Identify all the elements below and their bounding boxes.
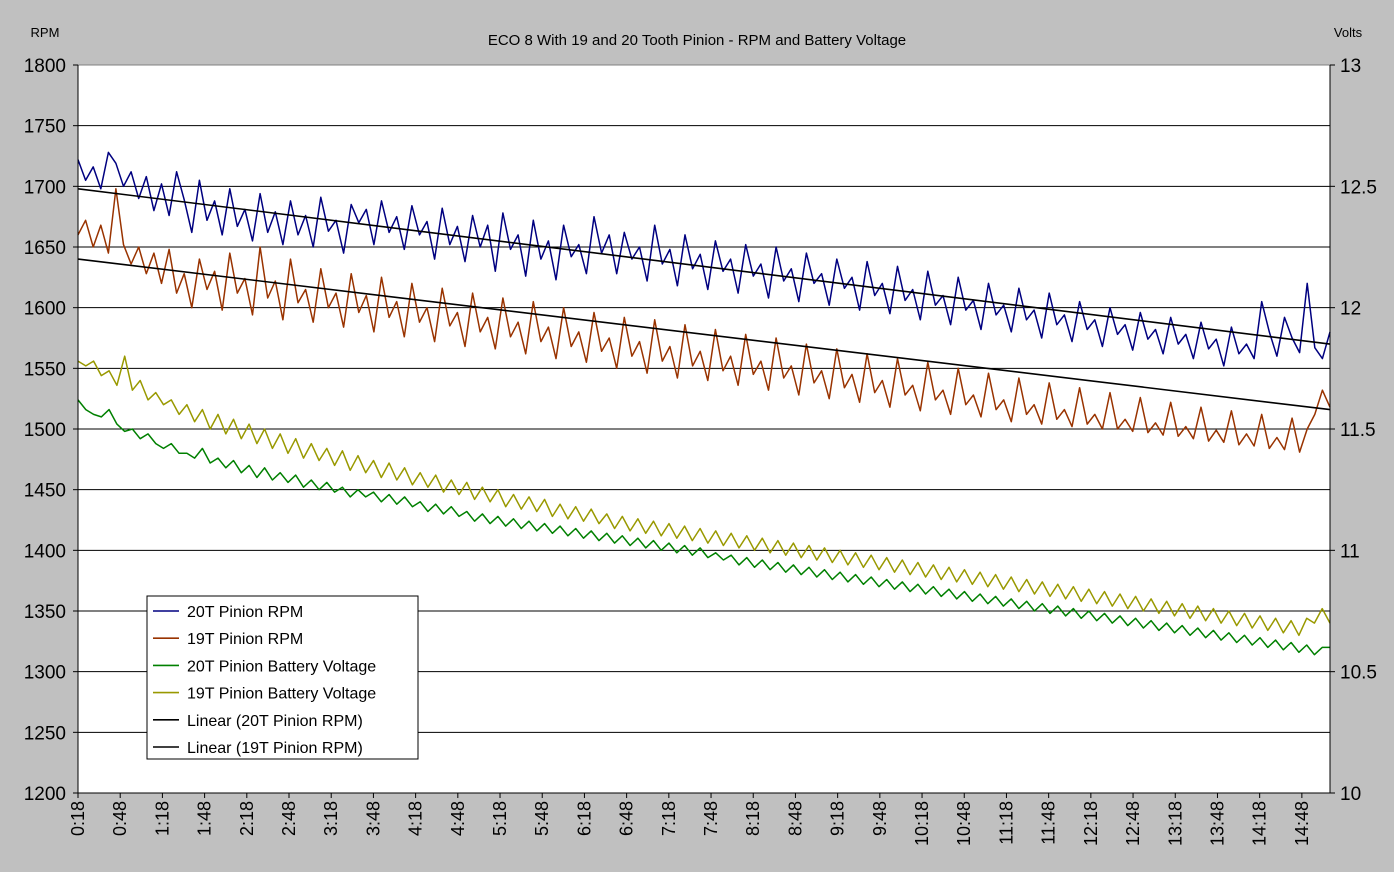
y-left-tick-label: 1550	[24, 359, 66, 380]
series-line-20t-pinion-battery-voltage	[77, 399, 1330, 656]
x-tick-label: 8:48	[785, 801, 805, 836]
y-right-tick-label: 10.5	[1340, 663, 1377, 684]
y-axis-left-label: RPM	[31, 25, 60, 40]
y-left-tick-label: 1400	[24, 541, 66, 562]
y-right-tick-label: 13	[1340, 56, 1361, 77]
series-line-19t-pinion-rpm	[77, 188, 1331, 453]
x-tick-label: 14:48	[1292, 801, 1312, 846]
legend-label: 19T Pinion RPM	[187, 631, 303, 648]
y-left-tick-label: 1650	[24, 238, 66, 259]
x-tick-label: 10:18	[912, 801, 932, 846]
x-tick-label: 0:18	[68, 801, 88, 836]
x-tick-label: 9:18	[828, 801, 848, 836]
x-tick-label: 1:48	[195, 801, 215, 836]
x-tick-label: 12:48	[1123, 801, 1143, 846]
series-line-20t-pinion-rpm	[77, 151, 1331, 367]
x-tick-label: 0:48	[110, 801, 130, 836]
series-line-linear-19t-pinion-rpm	[77, 258, 1331, 411]
x-tick-label: 9:48	[870, 801, 890, 836]
y-right-tick-label: 11.5	[1340, 420, 1376, 441]
y-left-tick-label: 1800	[24, 56, 66, 77]
x-tick-label: 11:48	[1039, 801, 1059, 845]
y-left-tick-label: 1200	[24, 784, 66, 805]
legend-box	[146, 595, 419, 760]
x-tick-label: 2:18	[237, 801, 257, 836]
y-axis-right-ticks: 10 10.5 11 11.5 12 12.5 13	[1330, 56, 1377, 805]
y-right-tick-label: 12.5	[1340, 177, 1377, 198]
x-axis-ticks: 0:18 0:48 1:18 1:48 2:18 2:48 3:18 3:48 4:18 4:48…	[68, 793, 1312, 846]
x-tick-label: 7:18	[659, 801, 679, 836]
legend-label: 19T Pinion Battery Voltage	[187, 686, 376, 703]
legend: 20T Pinion RPM 19T Pinion RPM 20T Pinion B…	[146, 595, 419, 760]
x-tick-label: 13:18	[1165, 801, 1185, 846]
x-tick-label: 5:18	[490, 801, 510, 836]
y-left-tick-label: 1350	[24, 602, 66, 623]
y-left-tick-label: 1450	[24, 481, 66, 502]
y-left-tick-label: 1500	[24, 420, 66, 441]
legend-label: Linear (20T Pinion RPM)	[187, 713, 363, 730]
legend-label: 20T Pinion Battery Voltage	[187, 658, 376, 675]
x-tick-label: 10:48	[954, 801, 974, 846]
x-tick-label: 13:48	[1207, 801, 1227, 846]
x-tick-label: 12:18	[1081, 801, 1101, 846]
x-tick-label: 8:18	[743, 801, 763, 836]
series-layer	[77, 151, 1331, 656]
x-tick-label: 3:18	[321, 801, 341, 836]
x-tick-label: 11:18	[996, 801, 1016, 845]
y-left-tick-label: 1600	[24, 299, 66, 320]
y-right-tick-label: 11	[1340, 541, 1360, 562]
y-left-tick-label: 1700	[24, 177, 66, 198]
series-line-19t-pinion-battery-voltage	[77, 355, 1331, 637]
chart-title: ECO 8 With 19 and 20 Tooth Pinion - RPM …	[488, 32, 906, 49]
y-axis-right-label: Volts	[1334, 25, 1363, 40]
series-line-linear-20t-pinion-rpm	[77, 188, 1331, 345]
x-tick-label: 6:48	[617, 801, 637, 836]
y-axis-left-ticks: 1200 1250 1300 1350 1400 1450 1500 1550 1600 1650…	[24, 56, 78, 805]
y-right-tick-label: 12	[1340, 299, 1361, 320]
y-left-tick-label: 1250	[24, 723, 66, 744]
x-tick-label: 4:18	[406, 801, 426, 836]
x-tick-label: 1:18	[152, 801, 172, 836]
y-right-tick-label: 10	[1340, 784, 1361, 805]
legend-label: Linear (19T Pinion RPM)	[187, 740, 363, 757]
x-tick-label: 14:18	[1250, 801, 1270, 846]
x-tick-label: 7:48	[701, 801, 721, 836]
legend-label: 20T Pinion RPM	[187, 604, 303, 621]
x-tick-label: 3:48	[363, 801, 383, 836]
x-tick-label: 2:48	[279, 801, 299, 836]
x-tick-label: 5:48	[532, 801, 552, 836]
y-left-tick-label: 1300	[24, 663, 66, 684]
x-tick-label: 4:48	[448, 801, 468, 836]
y-left-tick-label: 1750	[24, 117, 66, 138]
x-tick-label: 6:18	[574, 801, 594, 836]
